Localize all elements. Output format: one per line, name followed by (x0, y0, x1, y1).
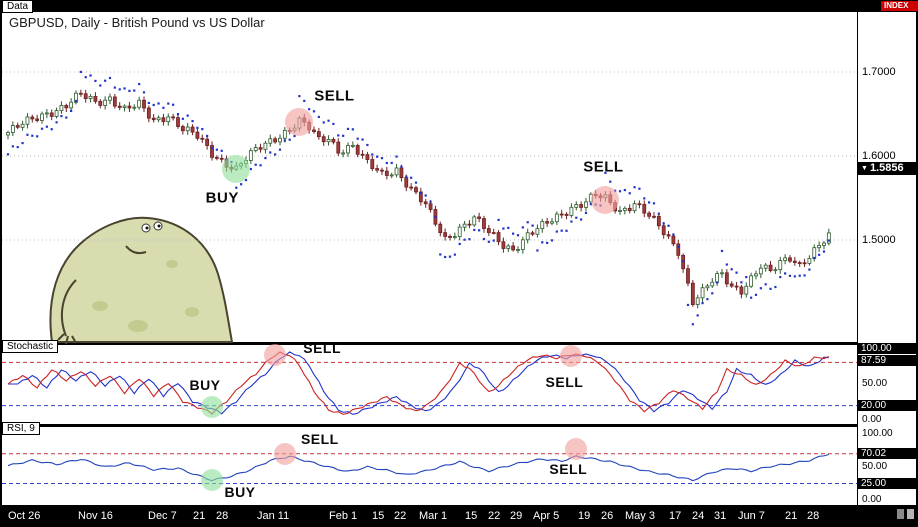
x-axis-date-label: 17 (669, 510, 682, 522)
x-axis-date-label: 21 (785, 510, 798, 522)
x-axis-date-label: 15 (372, 510, 385, 522)
x-axis-date-label: 31 (714, 510, 727, 522)
stochastic-value-box: 87.59 (858, 354, 916, 366)
sell-signal-circle (264, 344, 287, 367)
x-axis-date-label: 26 (601, 510, 614, 522)
statusbar-icon (907, 509, 914, 519)
buy-signal-circle (200, 469, 223, 492)
sell-signal-label: SELL (545, 373, 584, 390)
stochastic-value-box: 100.00 (858, 342, 916, 354)
x-axis-date-label: 22 (394, 510, 407, 522)
buy-signal-circle (200, 396, 223, 419)
stochastic-tab[interactable]: Stochastic (2, 340, 59, 353)
sell-signal-label: SELL (583, 158, 624, 176)
x-axis-date-label: Apr 5 (533, 510, 560, 522)
x-axis-date-label: Oct 26 (8, 510, 41, 522)
price-arrow-icon: ▼ (861, 164, 868, 172)
buy-signal-label: BUY (189, 377, 221, 394)
price-axis-label: 1.6000 (862, 150, 896, 162)
data-tab[interactable]: Data (2, 0, 34, 13)
rsi-axis-label: 50.00 (862, 461, 888, 472)
rsi-axis-label: 0.00 (862, 494, 882, 505)
x-axis-date-label: 29 (510, 510, 523, 522)
x-axis-date-label: 28 (807, 510, 820, 522)
x-axis-date-label: Dec 7 (148, 510, 177, 522)
x-axis-date-label: 19 (578, 510, 591, 522)
chart-title: GBPUSD, Daily - British Pound vs US Doll… (9, 15, 265, 30)
x-axis-date-label: 28 (216, 510, 229, 522)
price-axis-label: 1.5000 (862, 234, 896, 246)
sell-signal-label: SELL (549, 460, 588, 477)
x-axis-date-label: Nov 16 (78, 510, 113, 522)
x-axis-date-label: Feb 1 (329, 510, 358, 522)
x-axis-date-label: 15 (465, 510, 478, 522)
rsi-axis-label: 100.00 (862, 428, 893, 439)
rsi-tab[interactable]: RSI, 9 (2, 422, 40, 435)
x-axis-date-label: Jun 7 (738, 510, 765, 522)
sell-signal-circle (591, 185, 620, 214)
x-axis-date-label: 22 (488, 510, 501, 522)
stochastic-axis-label: 0.00 (862, 414, 882, 425)
sell-signal-circle (565, 437, 588, 460)
rsi-value-box: 70.02 (858, 448, 916, 460)
x-axis-date-label: Jan 11 (257, 510, 290, 522)
buy-signal-circle (222, 154, 251, 183)
statusbar-icon (897, 509, 904, 519)
x-axis-date-label: 21 (193, 510, 206, 522)
stochastic-axis-label: 50.00 (862, 378, 888, 389)
rsi-value-box: 25.00 (858, 478, 916, 489)
sell-signal-label: SELL (303, 340, 342, 357)
x-axis-date-label: May 3 (625, 510, 655, 522)
sell-signal-circle (285, 108, 314, 137)
sell-signal-label: SELL (300, 430, 339, 447)
x-axis-date-label: Mar 1 (419, 510, 448, 522)
index-badge: INDEX (881, 1, 918, 11)
sell-signal-circle (273, 442, 296, 465)
cartoon-blob-character (49, 216, 234, 344)
current-price-box: ▼ 1.5856 (858, 161, 916, 175)
buy-signal-label: BUY (224, 484, 256, 501)
sell-signal-circle (560, 344, 583, 367)
x-axis-date-bar[interactable]: Oct 26 Nov 16 Dec 7 21 28 Jan 11 Feb 1 15 22 Mar … (0, 505, 918, 527)
buy-signal-label: BUY (205, 189, 239, 207)
stochastic-value-box: 20.00 (858, 400, 916, 412)
price-axis-label: 1.7000 (862, 66, 896, 78)
current-price-value: 1.5856 (869, 162, 904, 175)
price-axis-column[interactable] (858, 12, 916, 505)
sell-signal-label: SELL (314, 87, 355, 105)
x-axis-date-label: 24 (692, 510, 705, 522)
